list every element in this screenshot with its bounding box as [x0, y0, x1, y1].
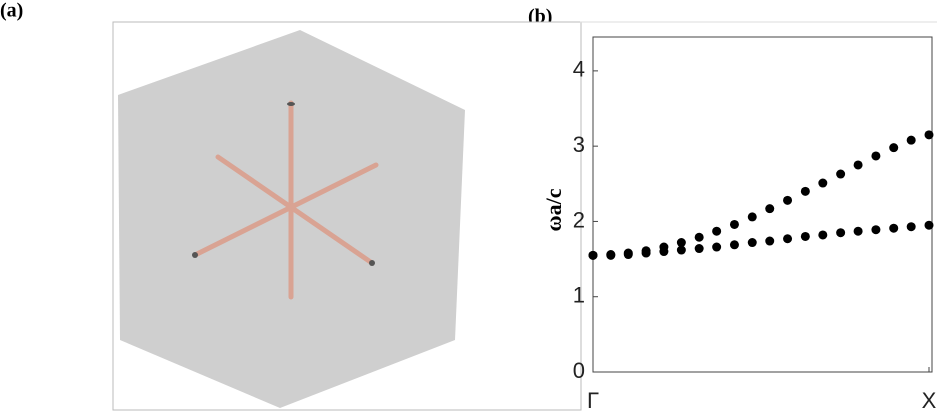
y-axis-label: ωa/c: [541, 188, 566, 231]
point: [730, 220, 739, 229]
point: [801, 232, 810, 241]
point: [642, 246, 651, 255]
y-tick-label: 3: [573, 132, 585, 157]
point: [871, 225, 880, 234]
point: [730, 240, 739, 249]
point: [712, 243, 721, 252]
y-tick-label: 2: [573, 207, 585, 232]
point: [589, 251, 598, 260]
point: [889, 143, 898, 152]
y-tick-label: 4: [573, 57, 585, 82]
panel-label: (a): [0, 0, 23, 22]
point: [606, 250, 615, 259]
point: [624, 249, 633, 258]
point: [677, 238, 686, 247]
point: [889, 224, 898, 233]
point: [748, 238, 757, 247]
point: [801, 187, 810, 196]
point: [925, 130, 934, 139]
x-tick-label: Γ: [587, 388, 599, 413]
figure: (a) (b) ωa/c 01234ΓX: [0, 0, 937, 418]
point: [907, 136, 916, 145]
y-tick-label: 1: [573, 283, 585, 308]
point: [907, 222, 916, 231]
point: [712, 227, 721, 236]
y-tick-label: 0: [573, 358, 585, 383]
point: [836, 228, 845, 237]
point: [925, 221, 934, 230]
point: [836, 170, 845, 179]
point: [818, 230, 827, 239]
point: [695, 233, 704, 242]
point: [748, 212, 757, 221]
point: [818, 179, 827, 188]
x-tick-label: X: [922, 388, 937, 413]
point: [659, 243, 668, 252]
point: [765, 237, 774, 246]
point: [695, 244, 704, 253]
point: [854, 227, 863, 236]
point: [783, 234, 792, 243]
point: [783, 196, 792, 205]
point: [765, 204, 774, 213]
point: [871, 151, 880, 160]
render-panel: [113, 22, 581, 410]
point: [854, 160, 863, 169]
plot-frame: [593, 37, 932, 372]
